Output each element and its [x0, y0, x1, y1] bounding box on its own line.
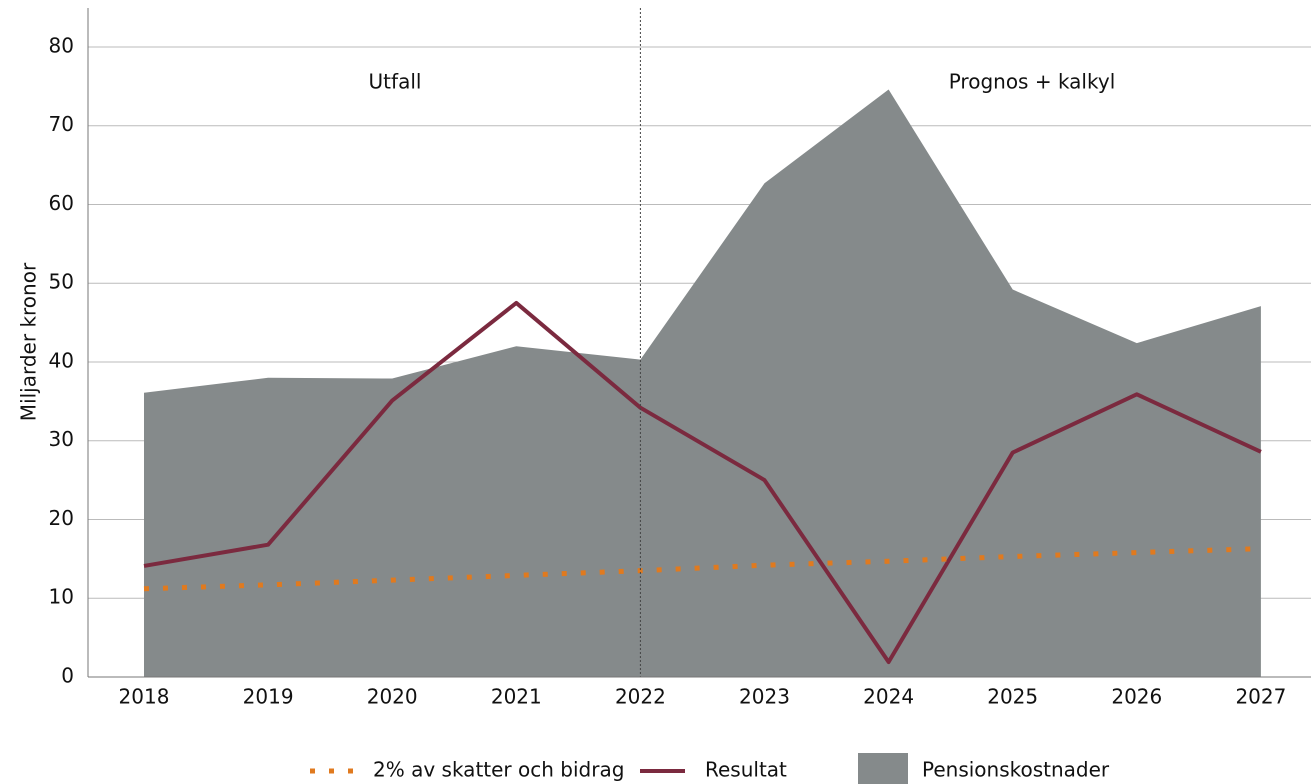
y-tick-label: 0: [61, 664, 74, 688]
annotation: Utfall: [369, 70, 422, 94]
annotation: Prognos + kalkyl: [949, 70, 1116, 94]
y-tick-label: 80: [49, 33, 74, 57]
legend-label: Resultat: [705, 758, 787, 782]
x-tick-label: 2027: [1235, 685, 1286, 709]
dotted-line: [143, 546, 1261, 592]
x-tick-label: 2022: [615, 685, 666, 709]
y-tick-label: 10: [49, 585, 74, 609]
y-tick-label: 40: [49, 348, 74, 372]
x-tick-label: 2020: [367, 685, 418, 709]
x-tick-label: 2026: [1111, 685, 1162, 709]
y-axis-label: Miljarder kronor: [17, 262, 41, 421]
y-tick-label: 70: [49, 112, 74, 136]
legend-label: 2% av skatter och bidrag: [373, 758, 624, 782]
x-tick-label: 2021: [491, 685, 542, 709]
y-tick-label: 60: [49, 191, 74, 215]
x-tick-label: 2018: [119, 685, 170, 709]
x-tick-label: 2023: [739, 685, 790, 709]
y-tick-label: 20: [49, 506, 74, 530]
line: [143, 300, 1262, 665]
x-tick-label: 2024: [863, 685, 914, 709]
y-tick-label: 50: [49, 270, 74, 294]
x-tick-label: 2019: [243, 685, 294, 709]
legend-swatch: [858, 753, 908, 784]
legend-label: Pensionskostnader: [922, 758, 1110, 782]
x-tick-label: 2025: [987, 685, 1038, 709]
area: [144, 89, 1261, 678]
y-tick-label: 30: [49, 427, 74, 451]
